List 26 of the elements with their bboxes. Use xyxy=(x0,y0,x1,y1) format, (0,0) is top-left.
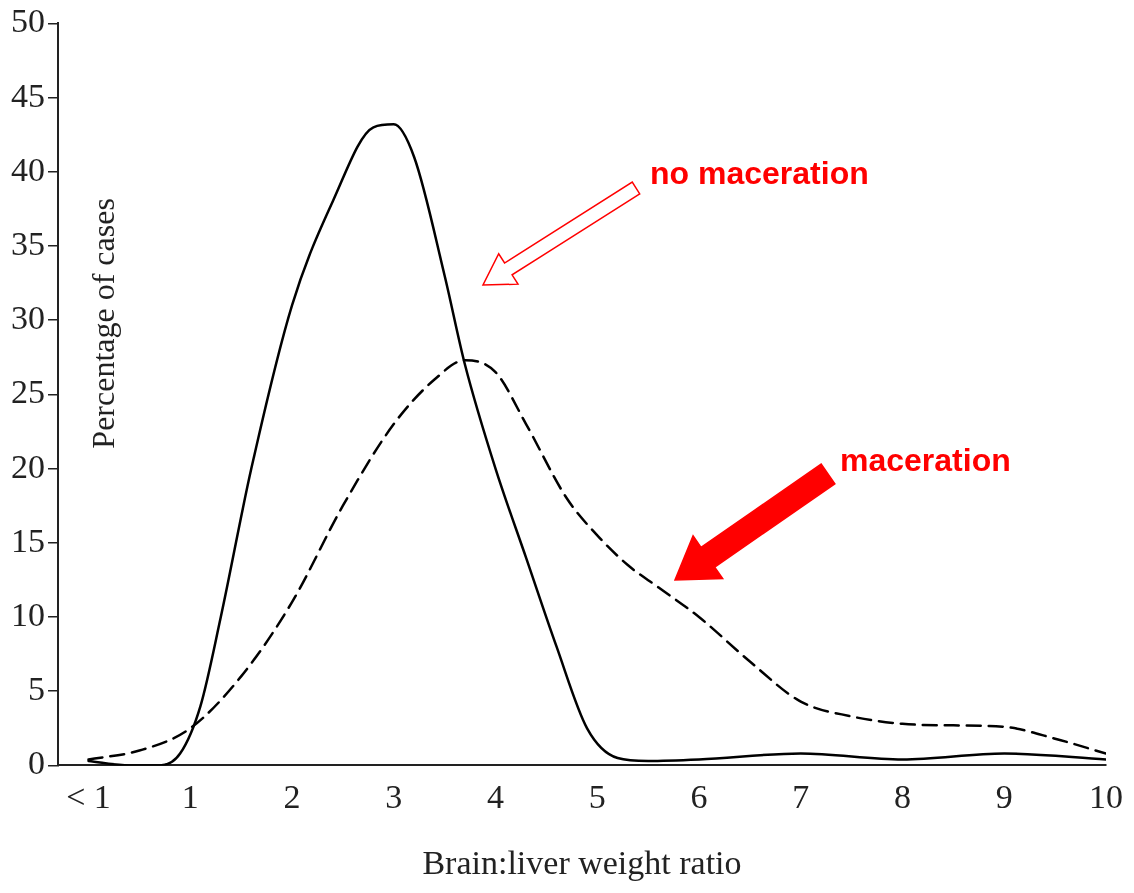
y-tick-label: 0 xyxy=(28,744,45,782)
x-tick-label: < 1 xyxy=(66,777,111,815)
x-tick-label: 3 xyxy=(385,777,403,815)
x-tick-label: 4 xyxy=(487,777,505,815)
x-tick-label: 1 xyxy=(181,777,199,815)
y-axis-title: Percentage of cases xyxy=(85,198,122,449)
y-tick-label: 20 xyxy=(11,447,45,485)
y-tick-label: 40 xyxy=(11,150,45,188)
x-tick-label: 10 xyxy=(1089,777,1123,815)
x-tick-label: 9 xyxy=(995,777,1013,815)
y-tick-label: 15 xyxy=(11,521,45,559)
y-tick-label: 50 xyxy=(11,2,45,40)
x-tick-label: 7 xyxy=(792,777,810,815)
x-tick-label: 5 xyxy=(588,777,606,815)
annotation: no maceration xyxy=(650,154,869,191)
x-tick-label: 6 xyxy=(690,777,708,815)
x-axis-title: Brain:liver weight ratio xyxy=(422,843,742,881)
y-tick-label: 25 xyxy=(11,373,45,411)
y-tick-label: 5 xyxy=(28,670,45,708)
y-tick-label: 35 xyxy=(11,224,45,262)
y-tick-label: 45 xyxy=(11,76,45,114)
x-tick-label: 2 xyxy=(283,777,301,815)
y-tick-label: 10 xyxy=(11,595,45,633)
annotation: maceration xyxy=(840,441,1011,478)
y-tick-label: 30 xyxy=(11,299,45,337)
x-tick-label: 8 xyxy=(894,777,911,815)
